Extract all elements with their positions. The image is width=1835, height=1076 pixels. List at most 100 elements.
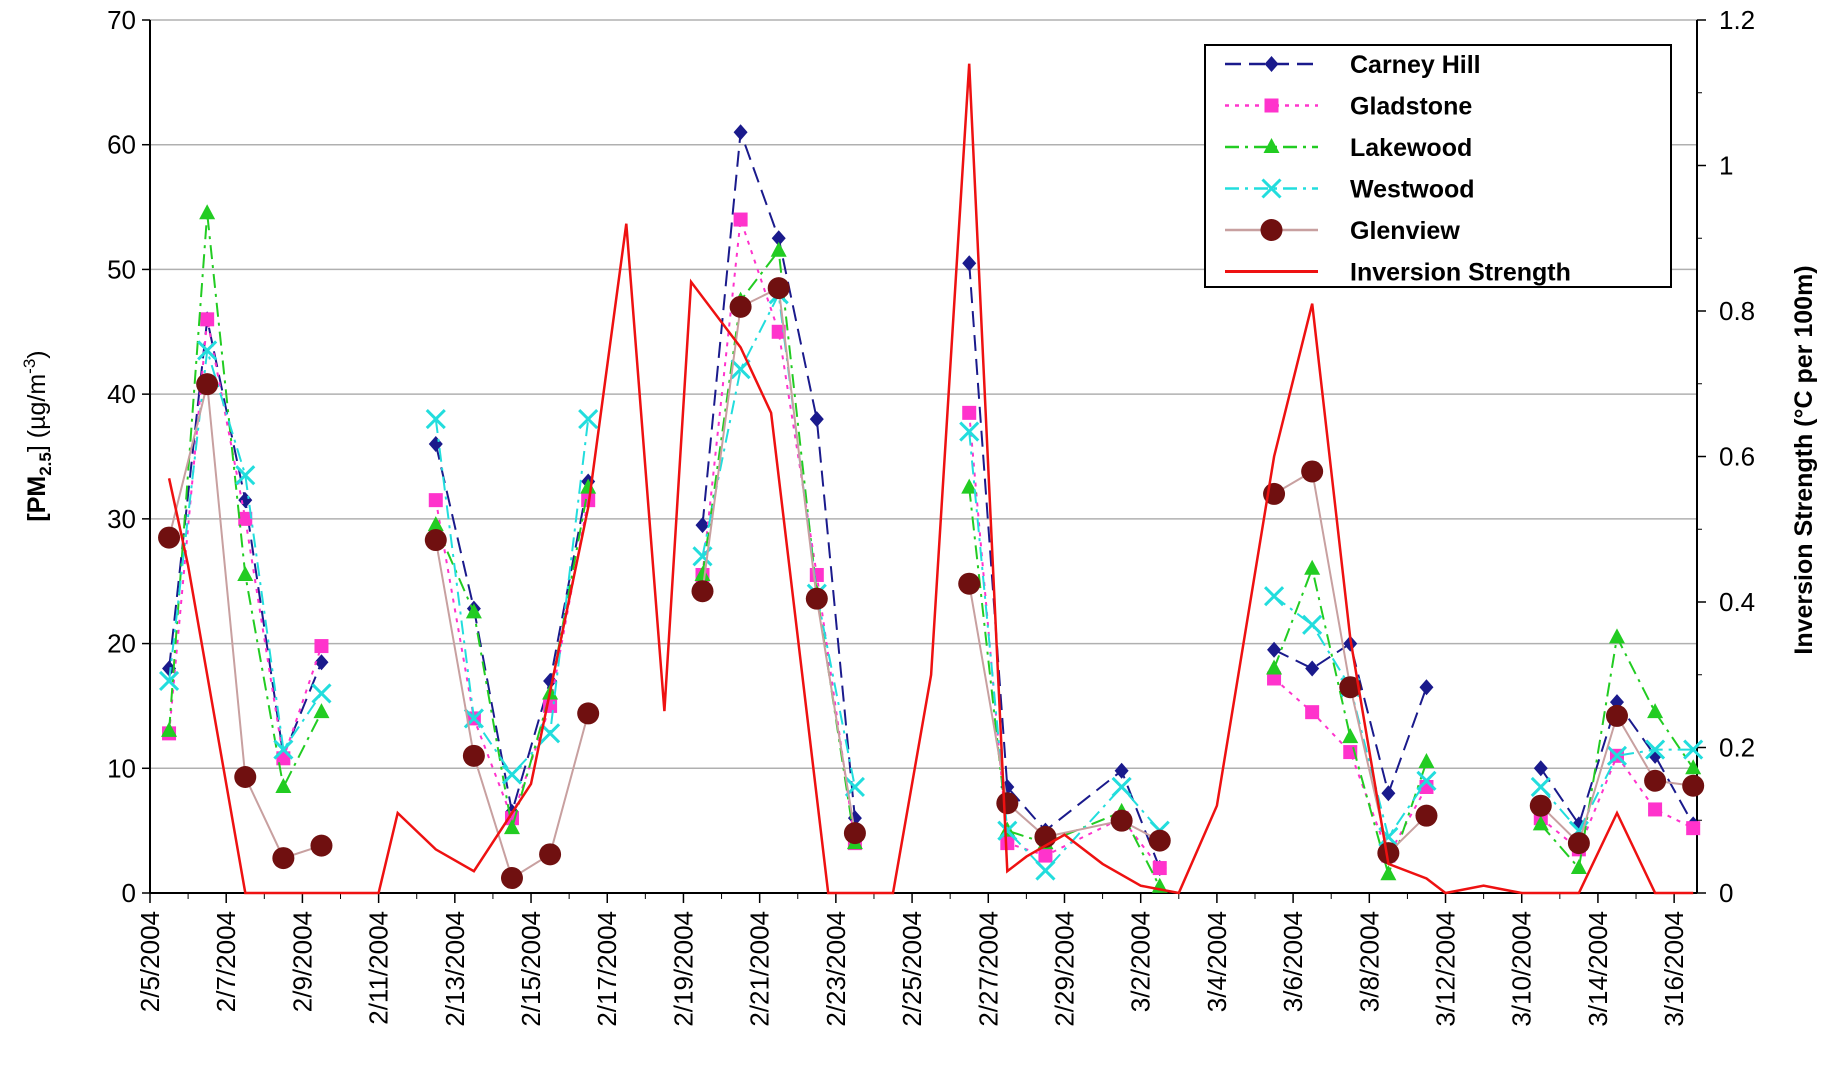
y-tick-label: 70 — [107, 5, 136, 35]
data-point — [1686, 821, 1701, 836]
data-point — [996, 792, 1019, 815]
data-point — [1038, 848, 1053, 863]
data-point-stroke — [273, 739, 294, 760]
data-point-stroke — [1530, 776, 1551, 798]
data-point — [958, 572, 981, 595]
y-tick-label: 50 — [107, 254, 136, 284]
data-point-stroke — [540, 723, 561, 744]
x-tick-label: 3/4/2004 — [1202, 911, 1232, 1012]
data-point — [771, 324, 786, 339]
data-point — [1570, 859, 1587, 875]
data-point — [1267, 641, 1282, 658]
data-point — [1263, 586, 1285, 607]
data-point — [1648, 802, 1663, 817]
series-line — [701, 219, 856, 844]
data-point — [1000, 836, 1015, 851]
y-tick-label: 20 — [107, 629, 136, 659]
data-point — [1380, 865, 1397, 881]
series-glenview — [158, 277, 1705, 890]
data-point — [1264, 56, 1279, 72]
data-point — [503, 819, 520, 835]
data-point — [1415, 804, 1438, 827]
x-tick-label: 2/21/2004 — [745, 911, 775, 1027]
data-point — [729, 295, 752, 318]
x-tick-label: 2/29/2004 — [1049, 911, 1079, 1027]
data-point — [770, 241, 787, 257]
data-point — [200, 312, 215, 327]
legend-item: Carney Hill — [1225, 51, 1481, 79]
data-point-stroke — [1645, 739, 1666, 760]
data-point — [1148, 829, 1171, 852]
data-point — [540, 723, 561, 744]
data-point — [1419, 679, 1434, 696]
data-point — [809, 567, 824, 582]
data-point — [1532, 815, 1549, 831]
x-tick-label: 2/17/2004 — [592, 911, 622, 1027]
data-point — [767, 277, 790, 300]
data-point-stroke — [197, 340, 218, 361]
y-tick-label: 40 — [107, 379, 136, 409]
x-tick-label: 2/25/2004 — [897, 911, 927, 1027]
x-tick-label: 2/15/2004 — [516, 911, 546, 1027]
data-point-stroke — [1683, 739, 1704, 760]
series-line — [1273, 677, 1428, 858]
data-point-stroke — [158, 670, 180, 692]
legend-label: Glenview — [1350, 217, 1460, 245]
series-group — [158, 63, 1705, 895]
data-point — [234, 766, 257, 789]
x-tick-label: 2/19/2004 — [668, 911, 698, 1027]
data-point — [694, 565, 711, 581]
data-point — [1644, 769, 1667, 792]
data-point — [1529, 794, 1552, 817]
legend-label: Inversion Strength — [1350, 259, 1571, 287]
data-point — [1682, 774, 1705, 797]
legend-item: Glenview — [1225, 217, 1460, 245]
data-point-stroke — [1416, 770, 1437, 791]
x-tick-label: 3/16/2004 — [1659, 911, 1689, 1027]
data-point — [1267, 671, 1282, 686]
y2-tick-label: 0.6 — [1719, 442, 1755, 472]
data-point — [733, 212, 748, 227]
data-point — [1114, 762, 1129, 779]
data-point — [462, 744, 485, 767]
data-point — [962, 255, 977, 272]
x-tick-label: 2/27/2004 — [973, 911, 1003, 1027]
data-point-stroke — [1035, 860, 1056, 881]
data-point — [1261, 178, 1282, 199]
y2-tick-label: 1 — [1719, 151, 1733, 181]
data-point — [805, 587, 828, 610]
x-tick-label: 2/11/2004 — [364, 911, 394, 1025]
legend-item: Gladstone — [1225, 93, 1472, 121]
x-tick-label: 2/13/2004 — [440, 911, 470, 1027]
data-point-stroke — [1378, 826, 1399, 847]
data-point — [199, 204, 216, 220]
data-point-stroke — [311, 683, 332, 704]
x-tick-label: 3/2/2004 — [1126, 911, 1156, 1012]
data-point — [314, 639, 329, 654]
data-point — [733, 124, 748, 141]
x-tick-label: 3/10/2004 — [1507, 911, 1537, 1027]
data-point — [424, 529, 447, 552]
data-point — [161, 721, 178, 737]
data-point — [1302, 614, 1323, 635]
legend-label: Lakewood — [1350, 134, 1472, 162]
data-point — [961, 478, 978, 494]
data-point-stroke — [425, 409, 446, 430]
x-tick-label: 3/6/2004 — [1278, 911, 1308, 1012]
data-point — [578, 409, 599, 430]
y2-tick-label: 0.8 — [1719, 296, 1755, 326]
x-tick-label: 3/14/2004 — [1583, 911, 1613, 1027]
data-point — [1606, 745, 1628, 766]
data-point — [465, 603, 482, 619]
data-point — [843, 822, 866, 845]
data-point — [235, 465, 256, 486]
data-point-stroke — [1111, 776, 1132, 798]
data-point — [809, 411, 824, 428]
data-point — [539, 843, 562, 866]
data-point-stroke — [501, 764, 523, 785]
data-point — [1645, 739, 1666, 760]
data-point — [1647, 703, 1664, 719]
data-point — [1110, 809, 1133, 832]
data-point — [1301, 460, 1324, 483]
